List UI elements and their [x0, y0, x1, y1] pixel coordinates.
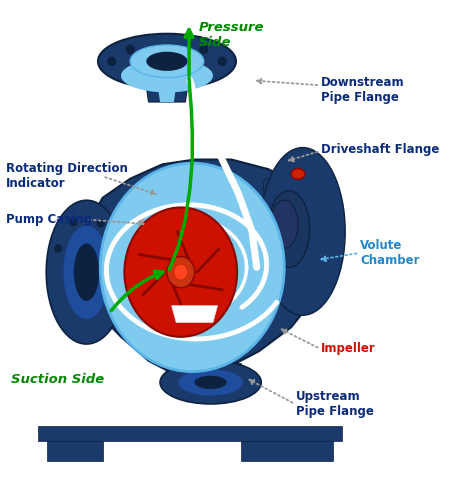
- Ellipse shape: [125, 207, 237, 337]
- Circle shape: [54, 244, 63, 253]
- Ellipse shape: [46, 200, 127, 344]
- Ellipse shape: [270, 200, 298, 248]
- Ellipse shape: [179, 369, 243, 396]
- Text: Pressure
Side: Pressure Side: [199, 21, 265, 49]
- Circle shape: [199, 44, 208, 54]
- Polygon shape: [181, 363, 241, 382]
- Text: Volute
Chamber: Volute Chamber: [360, 239, 420, 267]
- Polygon shape: [38, 426, 342, 441]
- Ellipse shape: [268, 191, 310, 268]
- Ellipse shape: [146, 52, 188, 71]
- Polygon shape: [61, 160, 323, 375]
- Polygon shape: [156, 71, 179, 102]
- Ellipse shape: [74, 243, 99, 301]
- Ellipse shape: [260, 147, 345, 315]
- Text: Suction Side: Suction Side: [11, 374, 104, 387]
- Ellipse shape: [291, 169, 305, 179]
- Ellipse shape: [98, 34, 236, 89]
- Ellipse shape: [63, 226, 110, 319]
- Text: Driveshaft Flange: Driveshaft Flange: [321, 144, 439, 157]
- Polygon shape: [47, 440, 102, 461]
- Circle shape: [125, 44, 135, 54]
- Circle shape: [69, 218, 78, 227]
- Ellipse shape: [130, 45, 204, 78]
- Circle shape: [96, 219, 105, 228]
- Text: Downstream
Pipe Flange: Downstream Pipe Flange: [321, 76, 405, 104]
- Polygon shape: [144, 71, 190, 102]
- Polygon shape: [140, 216, 149, 232]
- Circle shape: [107, 56, 117, 66]
- Text: Rotating Direction
Indicator: Rotating Direction Indicator: [6, 162, 128, 190]
- Ellipse shape: [121, 59, 213, 93]
- Polygon shape: [144, 238, 154, 254]
- Ellipse shape: [160, 361, 261, 404]
- FancyBboxPatch shape: [264, 179, 298, 294]
- Ellipse shape: [167, 256, 195, 288]
- Circle shape: [111, 246, 119, 255]
- Text: Impeller: Impeller: [321, 342, 376, 355]
- Text: Pump Casing: Pump Casing: [6, 213, 92, 226]
- Circle shape: [218, 56, 227, 66]
- Ellipse shape: [174, 264, 188, 280]
- Ellipse shape: [100, 163, 284, 372]
- Text: Upstream
Pipe Flange: Upstream Pipe Flange: [296, 390, 374, 418]
- Ellipse shape: [195, 375, 227, 389]
- Polygon shape: [241, 440, 333, 461]
- Polygon shape: [172, 306, 218, 322]
